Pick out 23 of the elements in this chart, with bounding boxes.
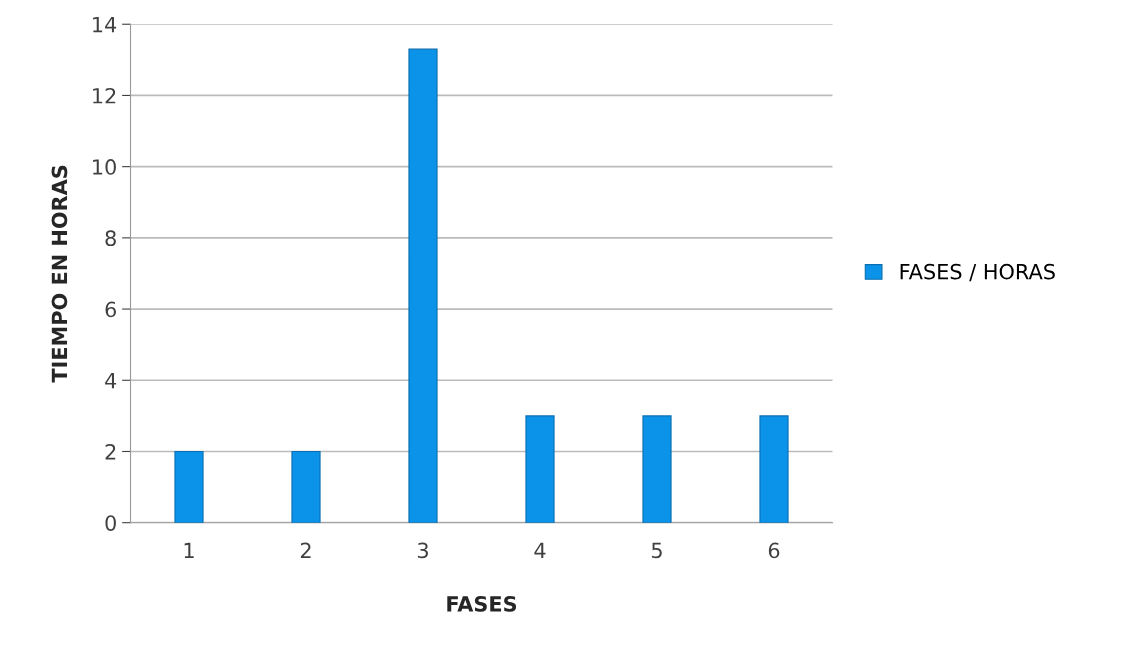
x-tick-label: 6 <box>768 542 780 559</box>
x-tick-label: 2 <box>300 542 311 558</box>
bar <box>759 415 789 523</box>
y-tick-label: 2 <box>105 443 116 460</box>
y-tick-label: 12 <box>93 87 116 104</box>
bar <box>174 450 204 523</box>
y-axis-title: TIEMPO EN HORAS <box>51 165 68 383</box>
x-tick-label: 4 <box>534 542 546 558</box>
x-tick-label: 5 <box>651 542 662 559</box>
x-tick-label: 1 <box>184 542 194 558</box>
bar <box>525 415 555 523</box>
y-tick-label: 8 <box>105 230 116 247</box>
y-tick-label: 10 <box>93 159 116 175</box>
y-tick-label: 14 <box>93 16 117 33</box>
y-tick-label: 4 <box>105 373 117 389</box>
bar <box>291 450 321 523</box>
legend-label: FASES / HORAS <box>900 263 1055 282</box>
y-tick-label: 6 <box>105 301 116 318</box>
x-tick-label: 3 <box>417 542 428 559</box>
bar <box>642 415 672 523</box>
bar <box>408 48 438 523</box>
y-tick-label: 0 <box>105 515 116 531</box>
x-axis-title: FASES <box>447 596 517 612</box>
